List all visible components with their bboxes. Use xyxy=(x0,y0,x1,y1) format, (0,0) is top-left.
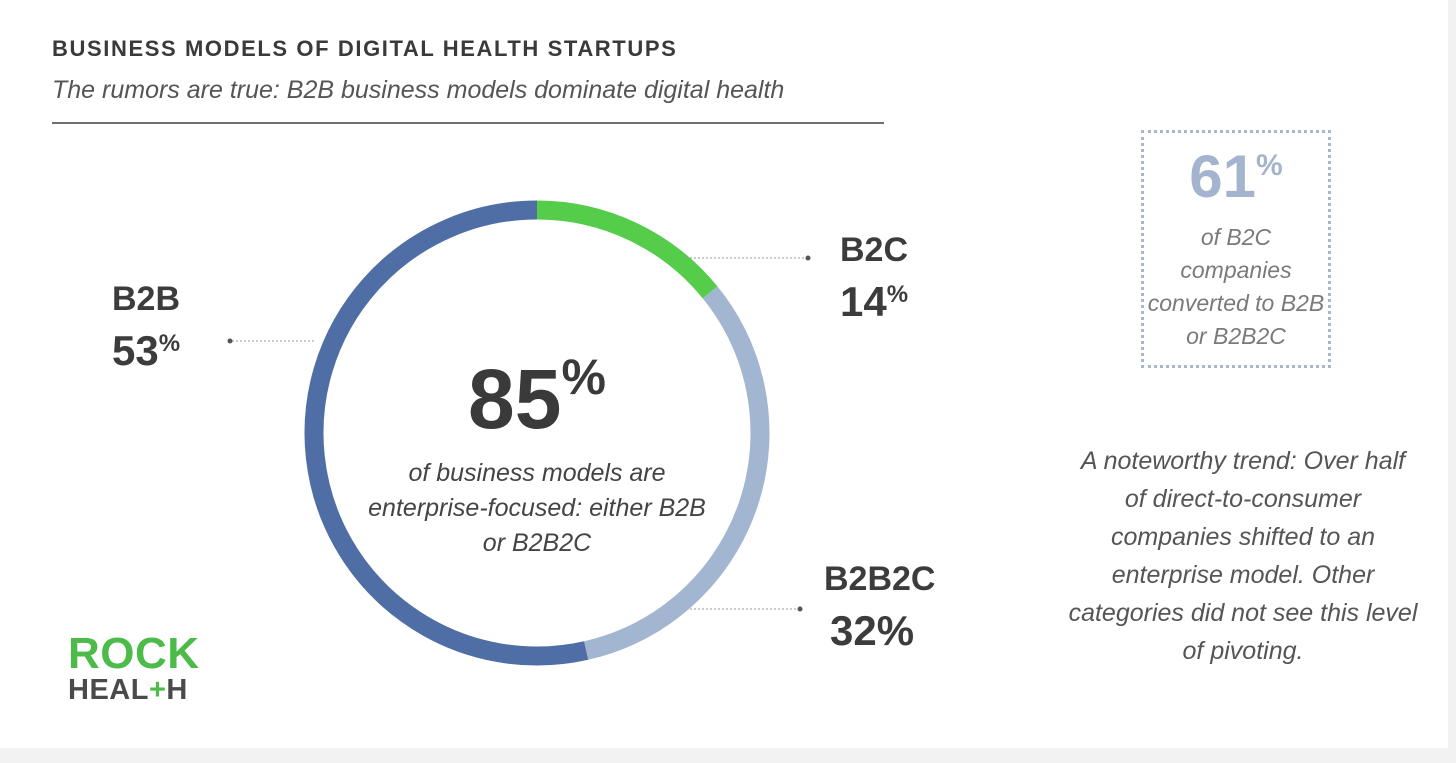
b2b2c-name: B2B2C xyxy=(824,560,936,598)
logo-line-2: HEAL+H xyxy=(68,674,188,706)
b2c-pct: 14% xyxy=(840,278,909,325)
b2c-name: B2C xyxy=(840,231,909,269)
page-subtitle: The rumors are true: B2B business models… xyxy=(52,76,785,104)
b2b2c-pct: 32% xyxy=(830,607,915,654)
label-b2b: B2B 53% xyxy=(112,282,180,372)
logo-line-1: ROCK xyxy=(68,629,200,678)
label-b2b2c: B2B2C 32% xyxy=(824,562,935,652)
slice-b2c xyxy=(536,200,718,299)
rock-health-logo: ROCK HEAL+H xyxy=(68,632,200,705)
page-title: BUSINESS MODELS OF DIGITAL HEALTH STARTU… xyxy=(52,36,678,61)
infographic-card: BUSINESS MODELS OF DIGITAL HEALTH STARTU… xyxy=(0,0,1448,748)
donut-chart xyxy=(227,200,811,666)
leader-dot-b2b xyxy=(227,338,233,344)
trend-note: A noteworthy trend: Over half of direct-… xyxy=(1068,447,1418,665)
callout-box: 61% of B2C companies converted to B2B or… xyxy=(1141,130,1331,368)
callout-text: of B2C companies converted to B2B or B2B… xyxy=(1147,224,1325,349)
plus-icon: + xyxy=(148,674,167,706)
leader-dot-b2c xyxy=(805,255,811,261)
leader-dot-b2b2c xyxy=(797,606,803,612)
slice-b2b2c xyxy=(584,286,770,660)
slice-b2b xyxy=(304,200,589,666)
center-caption: of business models are enterprise-focuse… xyxy=(368,459,706,557)
label-b2c: B2C 14% xyxy=(840,233,908,323)
title-divider xyxy=(52,122,884,124)
b2b-name: B2B xyxy=(112,280,181,318)
callout-value: 61% xyxy=(1189,143,1283,210)
b2b-pct: 53% xyxy=(112,327,181,374)
